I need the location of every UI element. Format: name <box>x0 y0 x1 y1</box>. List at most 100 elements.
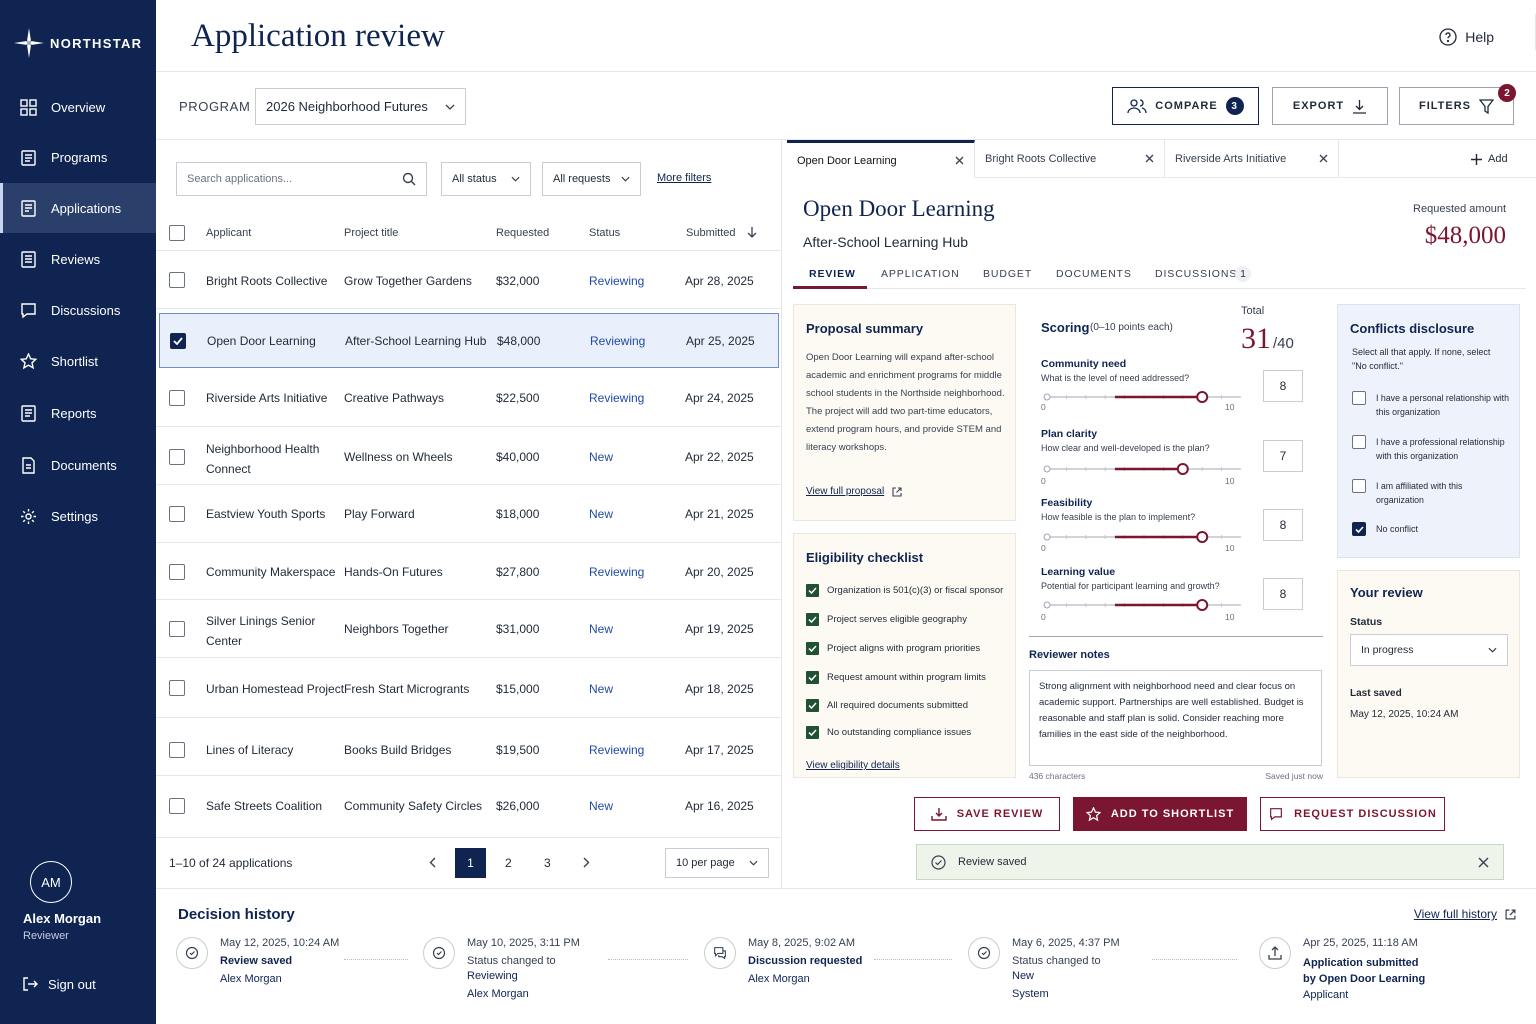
check-icon <box>806 726 819 739</box>
row-checkbox[interactable] <box>169 798 185 814</box>
table-row[interactable]: Neighborhood Health Connect Wellness on … <box>156 427 782 485</box>
compare-button[interactable]: COMPARE 3 <box>1112 87 1259 125</box>
add-tab-button[interactable]: Add <box>1471 153 1508 165</box>
slider-min-label: 0 <box>1041 543 1046 553</box>
plan-clarity-score-input[interactable]: 7 <box>1263 440 1303 472</box>
checkbox[interactable] <box>1352 479 1366 493</box>
column-header-project[interactable]: Project title <box>344 227 399 239</box>
community-need-slider[interactable] <box>1043 386 1243 408</box>
conflict-option-personal[interactable]: I have a personal relationship with this… <box>1352 391 1512 419</box>
subtab-documents[interactable]: DOCUMENTS <box>1056 268 1132 280</box>
sidebar-item-reports[interactable]: Reports <box>0 388 156 438</box>
save-review-button[interactable]: SAVE REVIEW <box>914 797 1060 831</box>
program-select[interactable]: 2026 Neighborhood Futures <box>255 88 466 125</box>
sidebar-item-programs[interactable]: Programs <box>0 132 156 182</box>
conflict-option-none[interactable]: No conflict <box>1352 522 1418 536</box>
per-page-select[interactable]: 10 per page <box>665 848 769 878</box>
export-button[interactable]: EXPORT <box>1272 87 1388 125</box>
row-checkbox[interactable] <box>169 742 185 758</box>
table-row[interactable]: Safe Streets Coalition Community Safety … <box>156 776 782 838</box>
plan-clarity-slider[interactable] <box>1043 458 1243 480</box>
row-checkbox[interactable] <box>169 506 185 522</box>
slider-handle[interactable] <box>1196 391 1209 403</box>
community-need-score-input[interactable]: 8 <box>1263 370 1303 402</box>
brand-logo[interactable]: NORTHSTAR <box>14 28 142 58</box>
eligibility-label: Project aligns with program priorities <box>827 643 981 654</box>
requests-filter[interactable]: All requests <box>542 162 641 196</box>
subtab-budget[interactable]: BUDGET <box>983 268 1033 280</box>
reviewer-notes-textarea[interactable]: Strong alignment with neighborhood need … <box>1029 670 1322 766</box>
more-filters-link[interactable]: More filters <box>657 172 712 184</box>
row-checkbox[interactable] <box>169 390 185 406</box>
sidebar-item-discussions[interactable]: Discussions <box>0 285 156 335</box>
checkbox-checked[interactable] <box>1352 522 1366 536</box>
table-row[interactable]: Silver Linings Senior Center Neighbors T… <box>156 600 782 658</box>
add-to-shortlist-button[interactable]: ADD TO SHORTLIST <box>1073 797 1247 831</box>
slider-handle[interactable] <box>1176 463 1189 475</box>
sidebar-item-reviews[interactable]: Reviews <box>0 234 156 284</box>
sidebar-item-settings[interactable]: Settings <box>0 491 156 541</box>
learning-value-slider[interactable] <box>1043 594 1243 616</box>
subtab-application[interactable]: APPLICATION <box>881 268 960 280</box>
view-full-proposal-link[interactable]: View full proposal <box>806 486 902 497</box>
sort-down-icon[interactable] <box>747 226 757 238</box>
row-checkbox[interactable] <box>169 621 185 637</box>
chevron-right-icon[interactable] <box>583 857 590 868</box>
learning-value-score-input[interactable]: 8 <box>1263 578 1303 610</box>
close-icon[interactable] <box>1319 154 1328 163</box>
applicant-cell: Bright Roots Collective <box>206 274 328 288</box>
chevron-left-icon[interactable] <box>429 857 436 868</box>
help-button[interactable]: Help <box>1439 28 1494 46</box>
table-row-selected[interactable]: Open Door Learning After-School Learning… <box>159 313 779 368</box>
row-checkbox[interactable] <box>169 680 185 696</box>
conflict-option-professional[interactable]: I have a professional relationship with … <box>1352 435 1516 463</box>
request-discussion-button[interactable]: REQUEST DISCUSSION <box>1260 797 1445 831</box>
table-row[interactable]: Riverside Arts Initiative Creative Pathw… <box>156 369 782 427</box>
filters-button[interactable]: FILTERS <box>1399 87 1514 125</box>
status-filter[interactable]: All status <box>441 162 531 196</box>
sign-out-button[interactable]: Sign out <box>22 976 96 992</box>
column-header-applicant[interactable]: Applicant <box>206 227 252 239</box>
row-checkbox[interactable] <box>169 272 185 288</box>
conflict-option-affiliated[interactable]: I am affiliated with this organization <box>1352 479 1512 507</box>
conflicts-disclosure-card: Conflicts disclosure Select all that app… <box>1337 304 1520 558</box>
column-header-submitted[interactable]: Submitted <box>686 227 736 239</box>
column-header-requested[interactable]: Requested <box>496 227 550 239</box>
review-status-select[interactable]: In progress <box>1350 634 1508 666</box>
view-eligibility-details-link[interactable]: View eligibility details <box>806 760 900 771</box>
sidebar-item-shortlist[interactable]: Shortlist <box>0 336 156 386</box>
table-row[interactable]: Bright Roots Collective Grow Together Ga… <box>156 251 782 309</box>
close-icon[interactable] <box>1145 154 1154 163</box>
subtab-discussions[interactable]: DISCUSSIONS <box>1155 268 1238 280</box>
column-header-status[interactable]: Status <box>589 227 621 239</box>
page-2-button[interactable]: 2 <box>505 856 512 870</box>
subtab-review[interactable]: REVIEW <box>809 268 856 280</box>
row-checkbox[interactable] <box>169 449 185 465</box>
search-input[interactable]: Search applications... <box>176 162 427 196</box>
slider-handle[interactable] <box>1196 599 1209 611</box>
sidebar-item-applications[interactable]: Applications <box>0 183 156 233</box>
table-row[interactable]: Eastview Youth Sports Play Forward $18,0… <box>156 485 782 543</box>
page-3-button[interactable]: 3 <box>544 856 551 870</box>
feasibility-score-input[interactable]: 8 <box>1263 509 1303 541</box>
row-checkbox[interactable] <box>169 564 185 580</box>
table-row[interactable]: Urban Homestead Project Fresh Start Micr… <box>156 658 782 718</box>
select-all-checkbox[interactable] <box>169 225 185 241</box>
close-icon[interactable] <box>1478 857 1489 868</box>
checkbox[interactable] <box>1352 435 1366 449</box>
avatar[interactable]: AM <box>30 861 72 903</box>
table-row[interactable]: Community Makerspace Hands-On Futures $2… <box>156 543 782 600</box>
checkbox[interactable] <box>1352 391 1366 405</box>
close-icon[interactable] <box>955 156 964 165</box>
feasibility-slider[interactable] <box>1043 526 1243 548</box>
view-full-history-link[interactable]: View full history <box>1414 907 1516 921</box>
sidebar-item-documents[interactable]: Documents <box>0 440 156 490</box>
tab-open-door-learning[interactable]: Open Door Learning <box>787 140 975 178</box>
slider-handle[interactable] <box>1196 531 1209 543</box>
row-checkbox-checked[interactable] <box>170 333 186 349</box>
sidebar-item-overview[interactable]: Overview <box>0 82 156 132</box>
page-1-button[interactable]: 1 <box>455 848 486 878</box>
table-row[interactable]: Lines of Literacy Books Build Bridges $1… <box>156 718 782 776</box>
tab-riverside-arts-initiative[interactable]: Riverside Arts Initiative <box>1165 140 1339 178</box>
tab-bright-roots-collective[interactable]: Bright Roots Collective <box>975 140 1165 178</box>
